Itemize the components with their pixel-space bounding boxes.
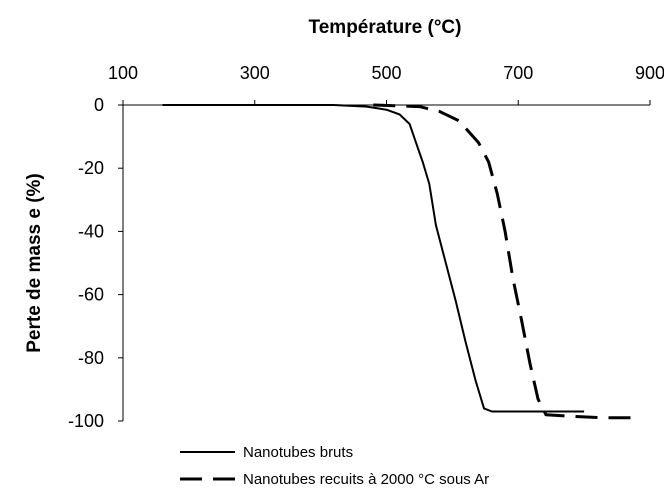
legend-label: Nanotubes bruts (243, 444, 353, 461)
y-tick-label: -20 (78, 158, 104, 178)
y-tick-label: -40 (78, 221, 104, 241)
legend: Nanotubes bruts Nanotubes recuits à 2000 … (180, 444, 489, 488)
y-axis-title: Perte de mass e (%) (24, 173, 45, 353)
y-tick-label: 0 (94, 95, 104, 115)
x-tick-label: 100 (108, 63, 138, 83)
y-tick-label: -60 (78, 285, 104, 305)
axes: 100 300 500 700 900 0 -20 -40 -60 -80 -100 (68, 63, 664, 431)
y-tick-label: -100 (68, 411, 104, 431)
series-line-annealed (373, 103, 637, 420)
series-line-raw (162, 104, 585, 413)
y-tick-label: -80 (78, 348, 104, 368)
x-tick-label: 300 (240, 63, 270, 83)
x-tick-label: 700 (503, 63, 533, 83)
legend-label: Nanotubes recuits à 2000 °C sous Ar (243, 471, 489, 488)
x-tick-label: 900 (635, 63, 664, 83)
x-tick-label: 500 (371, 63, 401, 83)
x-axis-title: Température (°C) (309, 17, 462, 38)
series-group (162, 103, 637, 420)
